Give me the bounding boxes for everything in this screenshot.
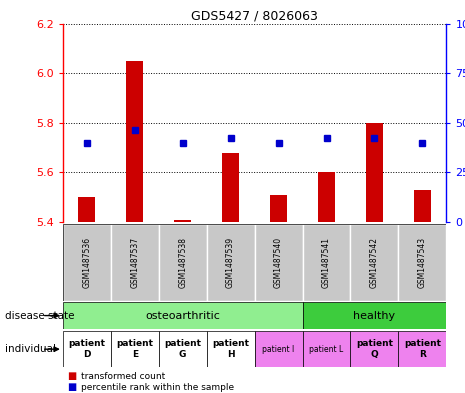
Text: GSM1487539: GSM1487539 xyxy=(226,237,235,288)
Text: individual: individual xyxy=(5,344,56,354)
Bar xyxy=(79,197,95,222)
Bar xyxy=(303,302,446,329)
Bar xyxy=(206,224,254,301)
Text: patient I: patient I xyxy=(262,345,295,354)
Bar xyxy=(159,224,206,301)
Bar xyxy=(254,224,303,301)
Bar xyxy=(254,331,303,367)
Text: GSM1487538: GSM1487538 xyxy=(178,237,187,288)
Text: osteoarthritic: osteoarthritic xyxy=(145,310,220,321)
Bar xyxy=(351,224,399,301)
Text: patient
R: patient R xyxy=(404,340,441,359)
Text: patient L: patient L xyxy=(309,345,344,354)
Text: patient
D: patient D xyxy=(68,340,105,359)
Bar xyxy=(303,224,351,301)
Bar xyxy=(399,224,446,301)
Bar xyxy=(270,195,287,222)
Bar xyxy=(206,331,254,367)
Text: GSM1487541: GSM1487541 xyxy=(322,237,331,288)
Text: patient
E: patient E xyxy=(116,340,153,359)
Text: ■: ■ xyxy=(67,382,77,392)
Text: patient
G: patient G xyxy=(164,340,201,359)
Bar xyxy=(111,224,159,301)
Bar xyxy=(222,152,239,222)
Text: GSM1487543: GSM1487543 xyxy=(418,237,427,288)
Bar xyxy=(63,302,303,329)
Bar xyxy=(399,331,446,367)
Bar xyxy=(366,123,383,222)
Title: GDS5427 / 8026063: GDS5427 / 8026063 xyxy=(191,9,318,22)
Bar xyxy=(303,331,351,367)
Text: healthy: healthy xyxy=(353,310,396,321)
Text: ■: ■ xyxy=(67,371,77,382)
Text: percentile rank within the sample: percentile rank within the sample xyxy=(81,383,234,391)
Text: patient
H: patient H xyxy=(212,340,249,359)
Text: GSM1487537: GSM1487537 xyxy=(130,237,139,288)
Bar xyxy=(111,331,159,367)
Text: GSM1487536: GSM1487536 xyxy=(82,237,91,288)
Text: GSM1487540: GSM1487540 xyxy=(274,237,283,288)
Bar xyxy=(63,224,111,301)
Bar xyxy=(159,331,206,367)
Text: GSM1487542: GSM1487542 xyxy=(370,237,379,288)
Bar xyxy=(63,331,111,367)
Text: patient
Q: patient Q xyxy=(356,340,393,359)
Bar xyxy=(318,173,335,222)
Bar xyxy=(414,190,431,222)
Bar xyxy=(174,220,191,222)
Bar xyxy=(351,331,399,367)
Bar xyxy=(126,61,143,222)
Text: disease state: disease state xyxy=(5,310,74,321)
Text: transformed count: transformed count xyxy=(81,372,166,381)
